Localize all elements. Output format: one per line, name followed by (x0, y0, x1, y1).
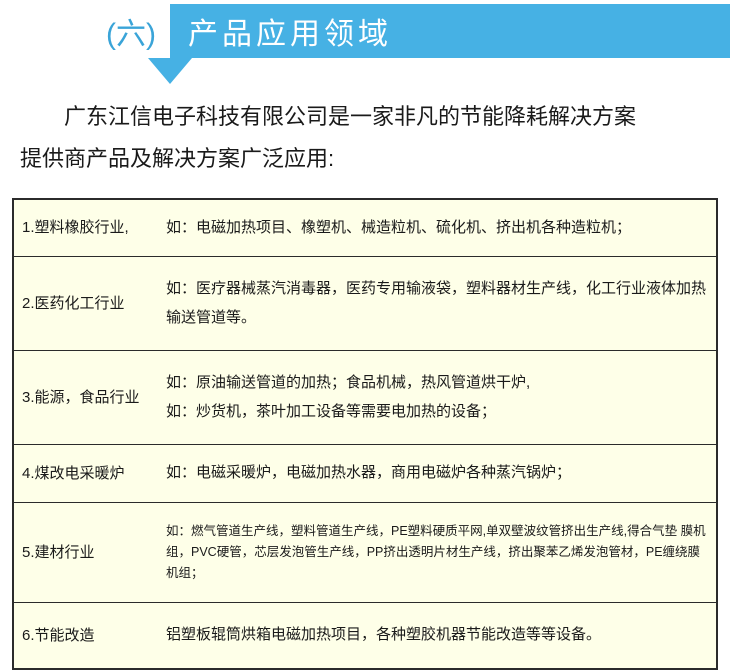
row-label: 6.节能改造 (14, 603, 162, 668)
table-row: 2.医药化工行业 如：医疗器械蒸汽消毒器，医药专用输液袋，塑料器材生产线，化工行… (14, 257, 716, 351)
row-content: 如：医疗器械蒸汽消毒器，医药专用输液袋，塑料器材生产线，化工行业液体加热输送管道… (162, 257, 716, 350)
table-row: 6.节能改造 铝塑板辊筒烘箱电磁加热项目，各种塑胶机器节能改造等等设备。 (14, 603, 716, 668)
header-number-box: (六) (0, 4, 170, 58)
row-label: 4.煤改电采暖炉 (14, 445, 162, 502)
row-content: 如：燃气管道生产线，塑料管道生产线，PE塑料硬质平网,单双壁波纹管挤出生产线,得… (162, 503, 716, 603)
table-row: 4.煤改电采暖炉 如：电磁采暖炉，电磁加热水器，商用电磁炉各种蒸汽锅炉； (14, 445, 716, 503)
section-number: (六) (106, 9, 156, 53)
triangle-pointer-icon (148, 58, 192, 84)
row-content: 如：电磁采暖炉，电磁加热水器，商用电磁炉各种蒸汽锅炉； (162, 445, 716, 502)
table-row: 3.能源，食品行业 如：原油输送管道的加热；食品机械，热风管道烘干炉, 如：炒货… (14, 351, 716, 445)
row-content: 如：电磁加热项目、橡塑机、械造粒机、硫化机、挤出机各种造粒机； (162, 200, 716, 257)
triangle-pointer-wrap (0, 58, 730, 88)
table-row: 5.建材行业 如：燃气管道生产线，塑料管道生产线，PE塑料硬质平网,单双壁波纹管… (14, 503, 716, 604)
row-label: 3.能源，食品行业 (14, 351, 162, 444)
row-label: 2.医药化工行业 (14, 257, 162, 350)
intro-line1: 广东江信电子科技有限公司是一家非凡的节能降耗解决方案 (20, 96, 710, 138)
application-table: 1.塑料橡胶行业, 如：电磁加热项目、橡塑机、械造粒机、硫化机、挤出机各种造粒机… (12, 198, 718, 670)
section-title: 产品应用领域 (188, 9, 392, 53)
table-row: 1.塑料橡胶行业, 如：电磁加热项目、橡塑机、械造粒机、硫化机、挤出机各种造粒机… (14, 200, 716, 258)
intro-paragraph: 广东江信电子科技有限公司是一家非凡的节能降耗解决方案 提供商产品及解决方案广泛应… (0, 88, 730, 198)
row-label: 1.塑料橡胶行业, (14, 200, 162, 257)
row-content-line2: 如：炒货机，茶叶加工设备等需要电加热的设备； (166, 398, 706, 427)
row-content-line1: 如：原油输送管道的加热；食品机械，热风管道烘干炉, (166, 369, 706, 398)
row-label: 5.建材行业 (14, 503, 162, 603)
section-header: (六) 产品应用领域 (0, 4, 730, 58)
row-content: 如：原油输送管道的加热；食品机械，热风管道烘干炉, 如：炒货机，茶叶加工设备等需… (162, 351, 716, 444)
header-title-box: 产品应用领域 (170, 4, 730, 58)
row-content: 铝塑板辊筒烘箱电磁加热项目，各种塑胶机器节能改造等等设备。 (162, 603, 716, 668)
intro-line2: 提供商产品及解决方案广泛应用: (20, 138, 710, 180)
